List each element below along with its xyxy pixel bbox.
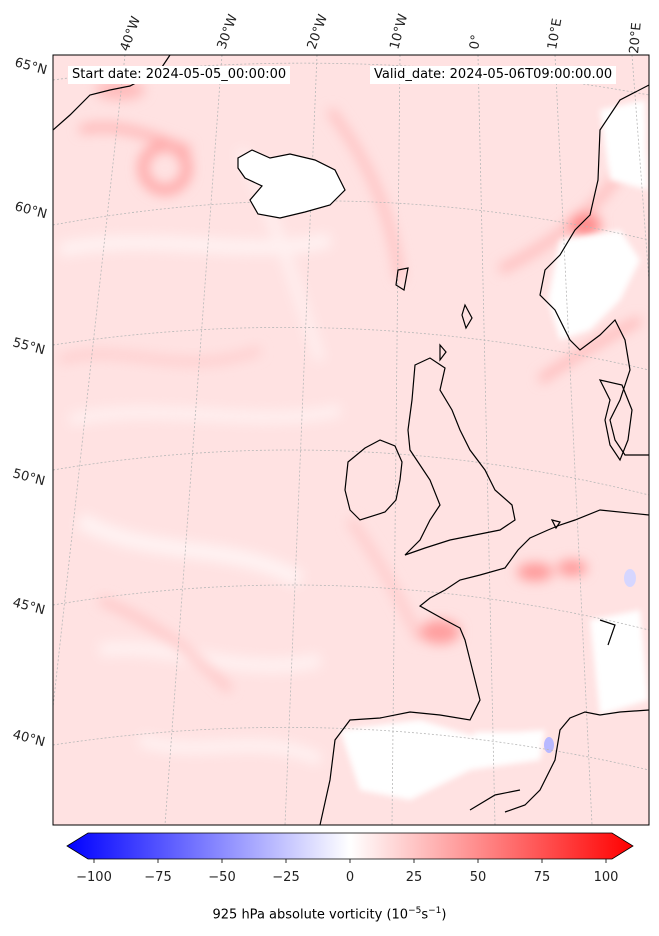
cbar-tick-label: 100 (594, 870, 619, 885)
field-texture (58, 80, 645, 766)
coastlines (53, 55, 649, 825)
shetland-islands (461, 303, 473, 330)
cbar-tick-label: −25 (272, 870, 299, 885)
cbar-label-exp2: −1 (428, 906, 442, 916)
cbar-tick-label: 0 (346, 870, 354, 885)
lon-label: 20°W (305, 12, 331, 51)
lat-label: 55°N (11, 335, 47, 358)
orkney-islands (439, 343, 447, 362)
continent-coast (319, 509, 649, 825)
jutland-coast (598, 379, 633, 462)
lon-label: 20°E (627, 22, 645, 54)
lon-label: 10°W (387, 12, 411, 51)
lat-label: 65°N (13, 55, 49, 78)
small-island (550, 519, 561, 530)
colorbar-ticks (93, 859, 607, 863)
ireland-coast (344, 439, 403, 521)
cbar-tick-label: −100 (76, 870, 112, 885)
colorbar: −100 −75 −50 −25 0 25 50 75 100 (66, 832, 634, 885)
lon-labels: 40°W 30°W 20°W 10°W 0° 10°E 20°E (118, 12, 645, 54)
colorbar-bar (66, 832, 634, 860)
cbar-tick-label: −75 (144, 870, 171, 885)
mediterranean-coast (504, 709, 649, 813)
cbar-label-prefix: 925 hPa absolute vorticity (10 (212, 907, 409, 923)
negative-patch (544, 737, 554, 753)
cbar-tick-label: −50 (208, 870, 235, 885)
cbar-label-suffix: ) (441, 907, 447, 923)
map-frame (52, 54, 650, 826)
lon-label: 10°E (545, 17, 565, 50)
lat-label: 60°N (13, 199, 49, 222)
italy-coast (599, 619, 616, 646)
balearic-coast (469, 789, 521, 811)
iceland-coast (237, 149, 346, 219)
negative-patch (624, 569, 636, 587)
start-date-label: Start date: 2024-05-05_00:00:00 (68, 66, 291, 84)
valid-date-label: Valid_date: 2024-05-06T09:00:00.00 (370, 66, 617, 84)
colorbar-label: 925 hPa absolute vorticity (10−5s−1) (0, 906, 659, 922)
lat-label: 40°N (11, 727, 47, 750)
lat-label: 45°N (11, 595, 47, 618)
lon-label: 0° (467, 34, 484, 51)
cbar-label-exp1: −5 (408, 906, 422, 916)
cbar-label-mid: s (421, 907, 429, 923)
cbar-tick-label: 75 (534, 870, 551, 885)
colorbar-tick-labels: −100 −75 −50 −25 0 25 50 75 100 (76, 870, 618, 885)
near-zero-patches (270, 100, 648, 800)
vorticity-field (53, 55, 649, 825)
lon-label: 30°W (215, 12, 241, 51)
faroe-islands (395, 267, 409, 291)
lon-label: 40°W (118, 14, 144, 53)
scandinavia-coast (539, 84, 649, 456)
lat-label: 50°N (11, 466, 47, 489)
cbar-tick-label: 50 (470, 870, 487, 885)
cbar-tick-label: 25 (406, 870, 423, 885)
great-britain-coast (404, 357, 516, 556)
lat-labels: 65°N 60°N 55°N 50°N 45°N 40°N (11, 55, 49, 750)
